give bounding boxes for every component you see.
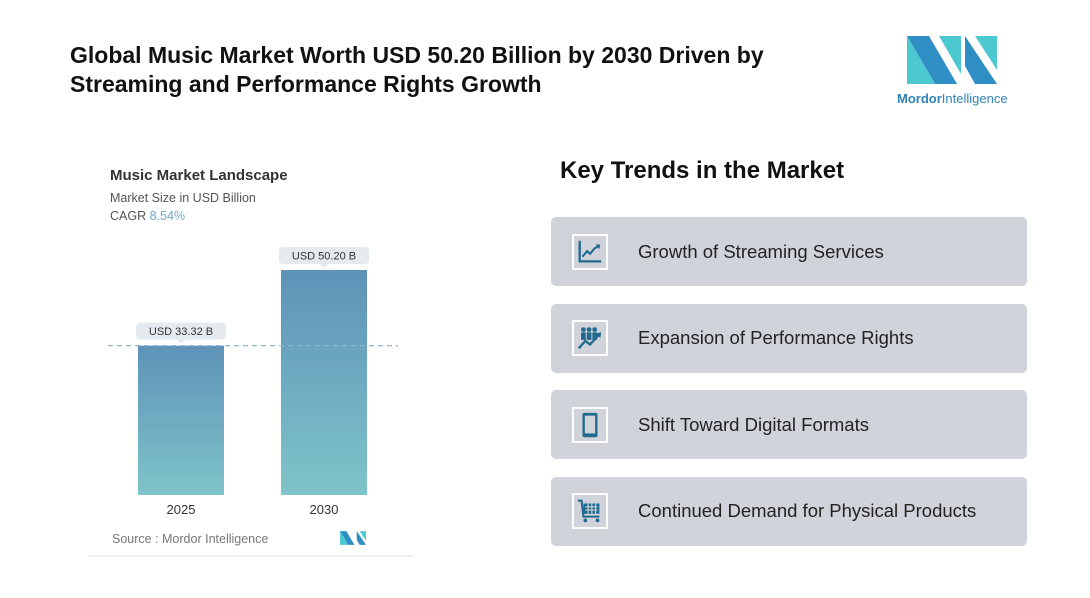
trends-heading: Key Trends in the Market xyxy=(560,157,845,184)
trend-label: Continued Demand for Physical Products xyxy=(638,500,977,521)
trend-label: Growth of Streaming Services xyxy=(638,240,884,262)
line-chart-icon xyxy=(572,233,608,270)
trend-card: Shift Toward Digital Formats xyxy=(551,390,1027,459)
bar-2030 xyxy=(281,270,367,495)
data-label-pointer xyxy=(177,339,185,344)
x-tick-label: 2030 xyxy=(310,502,339,517)
mordor-logo: MordorIntelligence xyxy=(897,36,1008,106)
shopping-cart-icon xyxy=(572,493,608,529)
logo-mark-icon xyxy=(907,36,997,84)
bar-2025 xyxy=(138,345,224,495)
trend-label: Shift Toward Digital Formats xyxy=(638,413,869,435)
page-title: Global Music Market Worth USD 50.20 Bill… xyxy=(70,42,764,97)
logo-text: MordorIntelligence xyxy=(897,91,1008,106)
chart-subtitle: Market Size in USD Billion xyxy=(110,191,256,205)
data-label: USD 50.20 B xyxy=(292,251,356,263)
chart-source: Source : Mordor Intelligence xyxy=(112,532,269,546)
trend-card: Growth of Streaming Services xyxy=(551,217,1027,286)
x-tick-label: 2025 xyxy=(167,502,196,517)
smartphone-icon xyxy=(572,406,608,443)
data-label-pointer xyxy=(320,264,328,268)
data-label-box xyxy=(279,247,369,264)
chart-card: USD 33.32 B 2025 USD 50.20 B 2030 Music Mar… xyxy=(88,150,413,557)
trend-card: Expansion of Performance Rights xyxy=(551,303,1027,373)
data-label-box xyxy=(136,322,226,340)
trend-card: Continued Demand for Physical Products xyxy=(551,476,1027,546)
chart-title: Music Market Landscape xyxy=(110,167,288,184)
cagr: CAGR 8.54% xyxy=(110,209,186,223)
source-logo-icon xyxy=(340,531,366,545)
data-label: USD 33.32 B xyxy=(149,326,213,338)
trend-label: Expansion of Performance Rights xyxy=(638,327,914,348)
bar-chart: USD 33.32 B 2025 USD 50.20 B 2030 xyxy=(108,247,398,517)
people-growth-icon xyxy=(572,320,608,356)
